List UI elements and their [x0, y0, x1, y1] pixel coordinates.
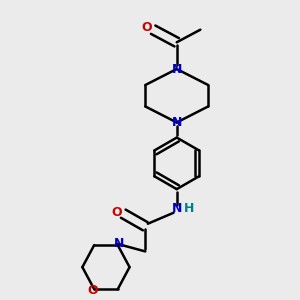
Text: N: N — [172, 62, 182, 76]
Text: N: N — [172, 116, 182, 129]
Text: N: N — [114, 237, 124, 250]
Text: O: O — [142, 21, 152, 34]
Text: H: H — [184, 202, 194, 215]
Text: N: N — [172, 202, 182, 215]
Text: O: O — [87, 284, 98, 297]
Text: O: O — [111, 206, 122, 219]
